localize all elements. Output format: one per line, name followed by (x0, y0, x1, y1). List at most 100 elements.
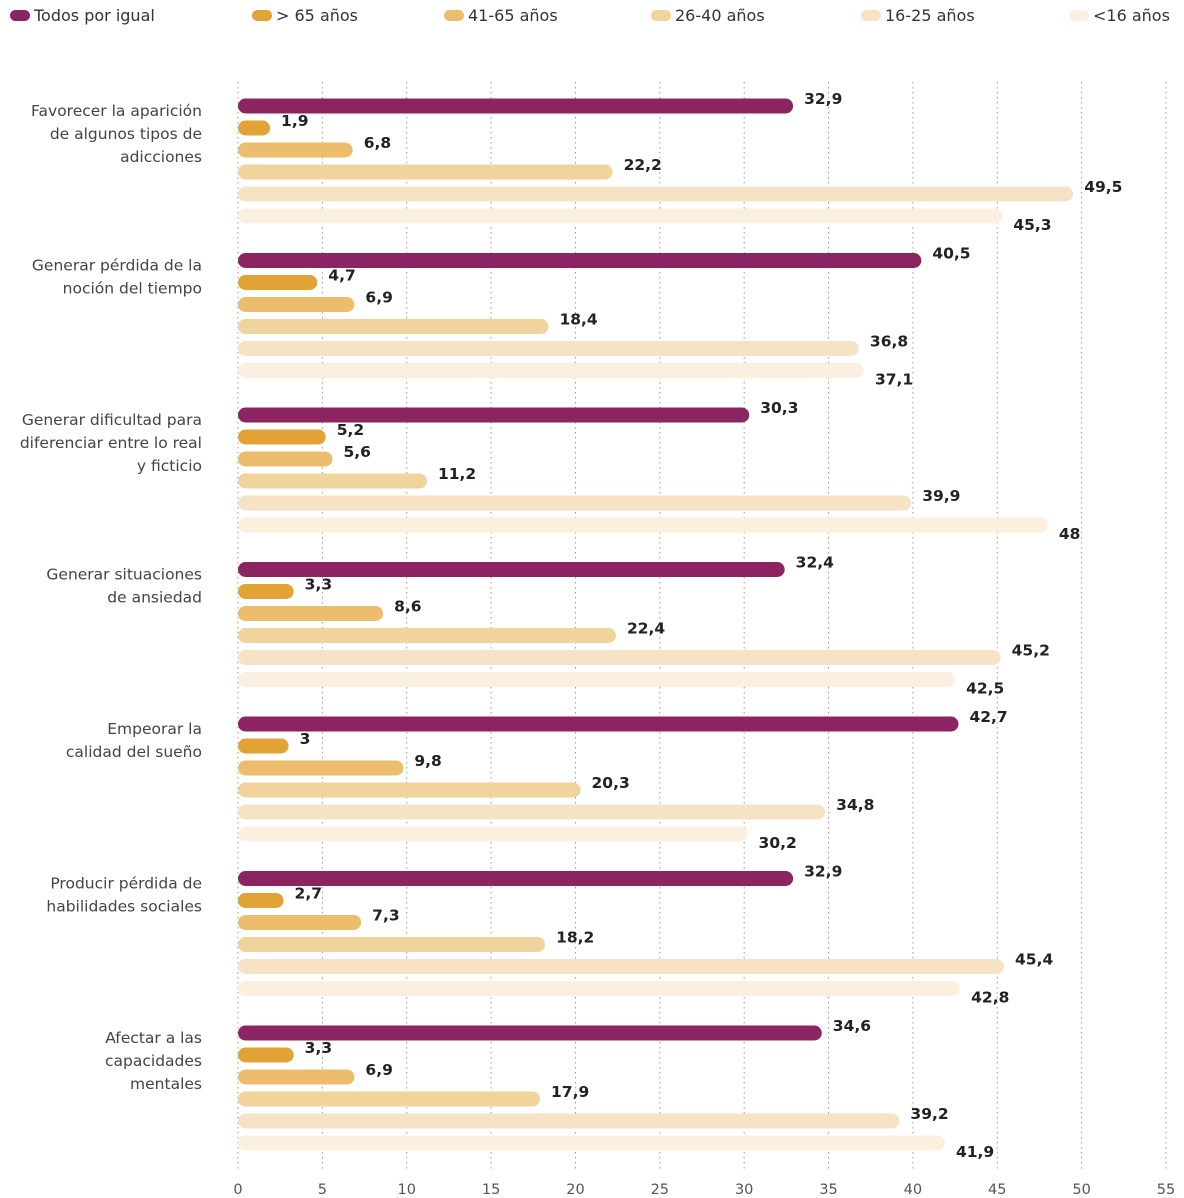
bar (238, 1135, 945, 1151)
bar (238, 871, 794, 886)
bar (238, 716, 959, 732)
bar (238, 782, 581, 798)
value-label: 8,6 (394, 598, 421, 616)
category-labels: Favorecer la aparición de algunos tipos d… (20, 102, 202, 1093)
x-axis-ticks: 0 5 10 15 20 25 30 35 40 45 50 55 (233, 1182, 1175, 1198)
value-label: 6,9 (365, 1061, 392, 1079)
bar (238, 959, 1005, 974)
legend-label: 41-65 años (468, 6, 558, 25)
value-label: 22,4 (627, 620, 665, 638)
bar (238, 495, 912, 511)
x-tick-label: 25 (651, 1182, 669, 1198)
value-label: 32,4 (796, 554, 834, 572)
value-label: 45,2 (1012, 642, 1050, 660)
legend-label: Todos por igual (34, 6, 155, 25)
value-label: 39,9 (922, 487, 960, 505)
category-label: Producir pérdida de (50, 875, 202, 893)
legend-swatch (651, 10, 671, 21)
category-label: capacidades (105, 1052, 202, 1070)
x-tick-label: 50 (1072, 1182, 1090, 1198)
x-tick-label: 15 (482, 1182, 500, 1198)
x-tick-label: 0 (233, 1182, 242, 1198)
bar (238, 363, 864, 378)
value-label: 32,9 (804, 90, 842, 108)
bar (238, 804, 826, 820)
bar (238, 893, 284, 908)
bar (238, 562, 785, 577)
value-label: 30,3 (760, 399, 798, 417)
bar (238, 606, 384, 621)
bar (238, 164, 613, 180)
legend-item: 16-25 años (861, 6, 975, 25)
value-label: 20,3 (592, 774, 630, 792)
value-label: 6,9 (365, 289, 392, 307)
value-label: 22,2 (624, 156, 662, 174)
value-label: 42,8 (971, 989, 1009, 1007)
x-tick-label: 30 (735, 1182, 753, 1198)
category-label: de ansiedad (107, 589, 202, 607)
bar (238, 98, 794, 114)
category-label: Favorecer la aparición (31, 102, 202, 120)
category-label: habilidades sociales (46, 898, 202, 916)
legend-swatch (252, 10, 272, 21)
value-label: 1,9 (281, 112, 308, 130)
x-tick-label: 40 (904, 1182, 922, 1198)
bars-layer: 32,9 1,9 6,8 22,2 49,5 45,3 40,5 4,7 6,9 18,4 36,8… (238, 90, 1122, 1161)
value-label: 2,7 (295, 885, 322, 903)
category-label: Empeorar la (107, 720, 202, 738)
value-label: 36,8 (870, 333, 908, 351)
x-tick-label: 20 (566, 1182, 584, 1198)
legend-swatch (1069, 10, 1089, 21)
grid-lines (237, 82, 1167, 1172)
bar (238, 1069, 355, 1085)
value-label: 18,4 (559, 311, 597, 329)
x-tick-label: 10 (398, 1182, 416, 1198)
bar (238, 628, 616, 643)
bar (238, 584, 294, 599)
category-label: Generar situaciones (46, 566, 202, 584)
value-label: 32,9 (804, 863, 842, 881)
bar (238, 981, 961, 996)
bar (238, 208, 1003, 224)
legend-item: > 65 años (252, 6, 358, 25)
bar (238, 341, 859, 356)
bar (238, 915, 362, 930)
bar (238, 650, 1001, 665)
category-label: y ficticio (137, 457, 202, 475)
category-label: Generar dificultad para (22, 411, 202, 429)
value-label: 5,6 (343, 443, 370, 461)
bar (238, 826, 748, 842)
value-label: 48 (1059, 525, 1081, 543)
value-label: 11,2 (438, 465, 476, 483)
value-label: 41,9 (956, 1143, 994, 1161)
legend-swatch (10, 10, 30, 21)
bar (238, 319, 549, 334)
legend-swatch (861, 10, 881, 21)
value-label: 7,3 (372, 907, 399, 925)
legend-label: 16-25 años (885, 6, 975, 25)
bar (238, 473, 427, 489)
legend-label: > 65 años (276, 6, 359, 25)
value-label: 34,8 (836, 796, 874, 814)
bar (238, 297, 355, 312)
value-label: 9,8 (414, 752, 441, 770)
value-label: 34,6 (833, 1017, 871, 1035)
value-label: 30,2 (759, 834, 797, 852)
category-label: diferenciar entre lo real (20, 434, 202, 452)
bar (238, 186, 1074, 202)
bar (238, 407, 750, 423)
bar (238, 517, 1048, 533)
legend: Todos por igual > 65 años 41-65 años 26-40 … (0, 6, 1184, 34)
legend-item: Todos por igual (10, 6, 155, 25)
x-tick-label: 45 (988, 1182, 1006, 1198)
bar (238, 451, 333, 467)
category-label: adicciones (120, 148, 202, 166)
bar (238, 120, 271, 136)
value-label: 18,2 (556, 929, 594, 947)
value-label: 45,3 (1013, 216, 1051, 234)
value-label: 3,3 (305, 576, 332, 594)
category-label: calidad del sueño (66, 743, 202, 761)
value-label: 40,5 (932, 245, 970, 263)
bar (238, 760, 404, 776)
legend-item: 41-65 años (444, 6, 558, 25)
